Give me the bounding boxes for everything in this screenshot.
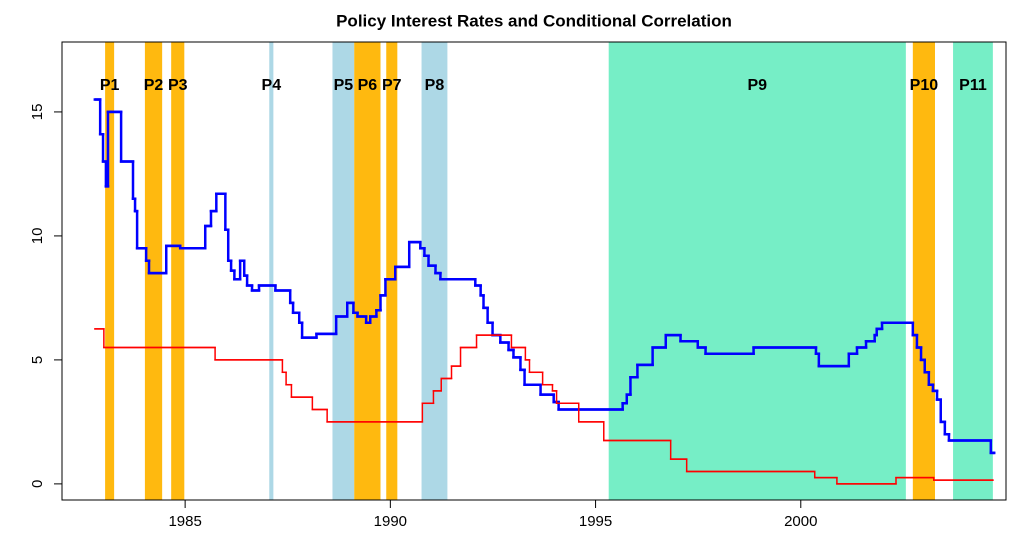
period-label: P6 — [358, 77, 378, 94]
period-label: P3 — [168, 77, 188, 94]
period-band — [953, 42, 993, 500]
period-label: P4 — [262, 77, 282, 94]
x-tick-label: 1995 — [579, 513, 612, 530]
period-band — [608, 42, 906, 500]
period-band — [386, 42, 398, 500]
x-tick-label: 1990 — [374, 513, 407, 530]
period-label: P5 — [334, 77, 354, 94]
period-band — [354, 42, 381, 500]
period-label: P7 — [382, 77, 402, 94]
period-label: P1 — [100, 77, 120, 94]
period-label: P11 — [959, 77, 987, 94]
period-band — [105, 42, 115, 500]
plot-frame — [61, 41, 1007, 501]
period-label: P2 — [144, 77, 164, 94]
period-label: P8 — [425, 77, 445, 94]
y-tick-label: 5 — [29, 356, 46, 364]
period-band — [269, 42, 274, 500]
period-label: P9 — [747, 77, 767, 94]
chart-title: Policy Interest Rates and Conditional Co… — [336, 11, 732, 30]
period-band — [171, 42, 185, 500]
x-tick-label: 1985 — [168, 513, 201, 530]
period-band — [912, 42, 935, 500]
y-tick-label: 0 — [29, 480, 46, 488]
y-tick-label: 15 — [29, 104, 46, 121]
period-band — [332, 42, 355, 500]
x-tick-label: 2000 — [784, 513, 817, 530]
step-connector — [94, 328, 993, 485]
y-tick-label: 10 — [29, 228, 46, 245]
period-label: P10 — [910, 77, 939, 94]
period-band — [144, 42, 163, 500]
